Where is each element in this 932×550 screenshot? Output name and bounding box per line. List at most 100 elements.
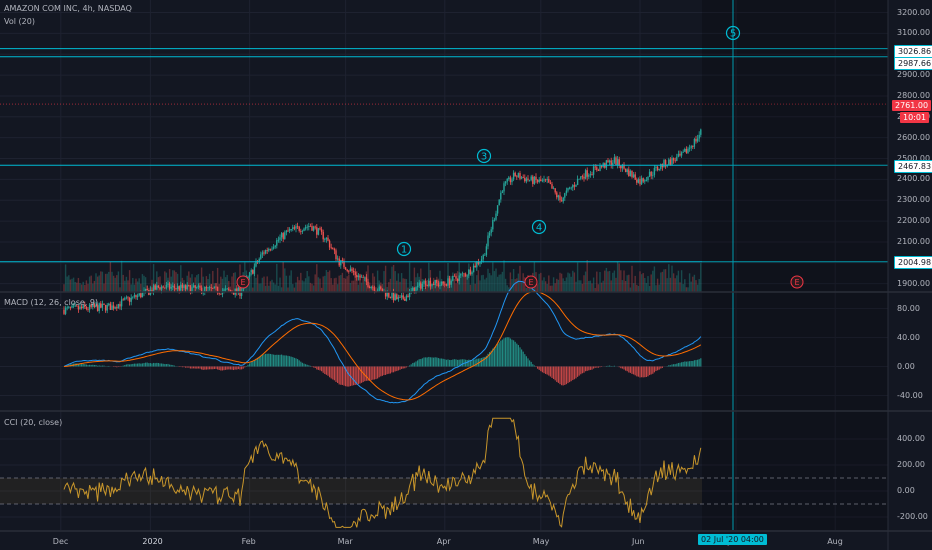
volume-bar (311, 283, 313, 292)
volume-bar (72, 277, 75, 292)
horizontal-lines[interactable] (0, 0, 888, 530)
macd-histogram-bar (132, 363, 134, 367)
volume-bar (340, 275, 342, 292)
volume-bar (594, 287, 596, 292)
volume-bar (189, 277, 192, 292)
candle-body (500, 192, 502, 200)
candle-body (650, 171, 652, 176)
candle-body (655, 166, 657, 168)
macd-histogram-bar (356, 366, 358, 385)
candle-body (276, 240, 278, 246)
volume-bar (660, 272, 662, 292)
volume-bar (647, 276, 649, 292)
macd-histogram-bar (652, 366, 654, 374)
volume-bar (304, 278, 307, 292)
macd-histogram-bar (578, 366, 580, 376)
time-axis-label: Aug (827, 537, 843, 546)
price-axis-label: 1900.00 (897, 278, 931, 288)
volume-bar (207, 278, 209, 292)
volume-bar (136, 281, 139, 292)
level-tag-2467[interactable]: 2467.83 (894, 160, 932, 173)
macd-histogram-bar (276, 354, 278, 367)
volume-bar (677, 270, 680, 292)
macd-axis-label: -40.00 (897, 390, 923, 400)
volume-bar (536, 284, 539, 292)
macd-histogram-bar (618, 366, 620, 368)
volume-bar (616, 261, 619, 292)
macd-histogram-bar (650, 366, 652, 375)
macd-histogram-bar (292, 357, 294, 367)
volume-bar (631, 265, 633, 292)
candle-body (469, 269, 472, 275)
cci-label: CCI (20, close) (4, 418, 63, 427)
candle-body (146, 288, 148, 291)
volume-bar (628, 274, 630, 292)
candle-body (88, 304, 91, 310)
volume-bar (269, 281, 272, 292)
macd-histogram-bar (313, 366, 315, 368)
volume-bar (325, 270, 328, 292)
macd-histogram-bar (164, 364, 166, 367)
macd-histogram-bar (679, 362, 681, 367)
macd-line (63, 280, 702, 404)
macd-histogram-bar (476, 358, 478, 367)
volume-bar (71, 278, 73, 292)
candle-body (144, 288, 147, 291)
macd-histogram-bar (170, 364, 172, 367)
level-tag-2987[interactable]: 2987.66 (894, 57, 932, 70)
volume-bar (500, 274, 502, 292)
candle-body (447, 278, 449, 286)
volume-bar (90, 275, 92, 292)
candle-body (692, 146, 694, 147)
macd-histogram-bar (455, 359, 457, 367)
candle-body (274, 245, 276, 248)
volume-bar (386, 286, 388, 292)
macd-histogram-bar (300, 361, 302, 367)
macd-histogram-bar (655, 366, 657, 372)
candle-body (466, 275, 468, 277)
volume-bar (573, 272, 576, 292)
volume-bar (402, 278, 404, 292)
candle-body (266, 250, 268, 251)
macd-histogram-bar (469, 359, 471, 367)
candle-body (583, 176, 585, 179)
macd-histogram-bar (581, 366, 583, 374)
macd-histogram-bar (162, 363, 164, 367)
volume-bar (176, 273, 179, 292)
volume-bar (439, 270, 441, 292)
macd-histogram-bar (220, 366, 222, 371)
macd-histogram-bar (250, 362, 252, 367)
macd-histogram-bar (397, 366, 399, 371)
macd-histogram-bar (628, 366, 630, 373)
candle-body (194, 285, 196, 289)
macd-histogram-bar (127, 364, 129, 367)
volume-bar (400, 273, 403, 292)
wave-labels[interactable]: 1 3 4 5 (396, 25, 741, 257)
macd-histogram-bar (305, 364, 307, 367)
level-tag-2004[interactable]: 2004.98 (894, 256, 932, 269)
volume-bar (346, 276, 348, 292)
macd-histogram-bar (172, 365, 174, 367)
volume-bar (445, 287, 448, 292)
candle-body (591, 174, 593, 175)
volume-bar (392, 264, 395, 292)
candle-body (592, 166, 595, 175)
volume-bar (349, 283, 352, 292)
macd-histogram-bar (535, 366, 537, 368)
volume-bar (423, 287, 425, 292)
macd-histogram-bar (596, 366, 598, 368)
candle-body (252, 270, 254, 274)
candle-body (575, 185, 577, 187)
candle-body (109, 303, 112, 310)
macd-histogram-bar (631, 366, 633, 374)
macd-histogram-bar (642, 366, 644, 378)
candle-body (84, 305, 86, 308)
volume-bar (600, 282, 603, 292)
volume-bar (578, 280, 580, 292)
candle-body (628, 169, 630, 177)
macd-histogram-bar (101, 365, 103, 367)
macd-axis-label: 80.00 (897, 303, 920, 313)
